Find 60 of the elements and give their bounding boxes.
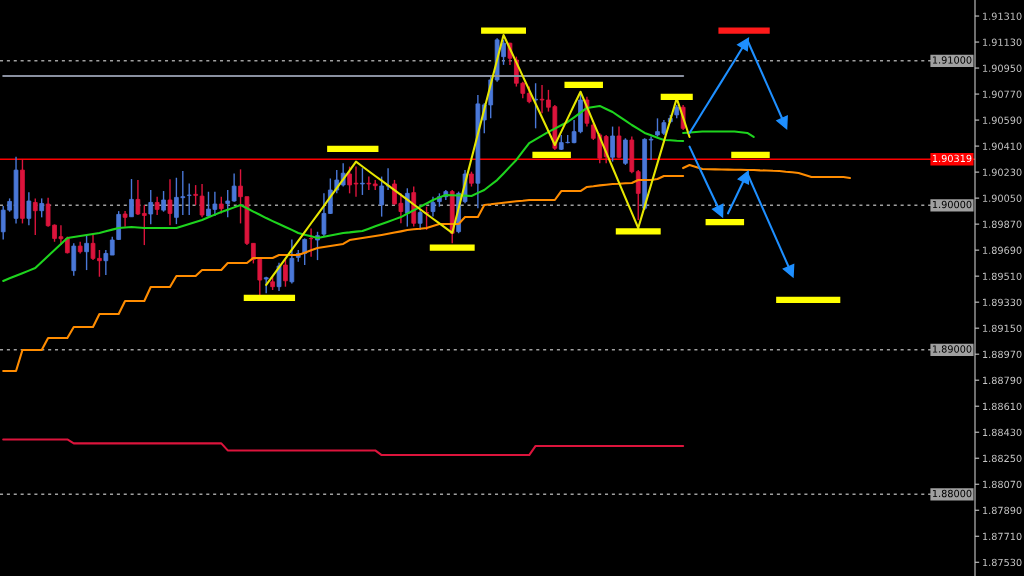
ref-line-label: 1.89000 (932, 345, 972, 353)
y-tick-label: 1.90590 (983, 116, 1022, 124)
line-series (2, 104, 685, 282)
candlestick (276, 262, 282, 292)
candlestick (26, 191, 32, 226)
candlestick (135, 179, 141, 216)
candlestick (122, 210, 128, 228)
candlestick (366, 175, 372, 191)
ref-line-label: 1.90319 (932, 154, 972, 163)
y-tick-label: 1.89510 (983, 272, 1022, 280)
candlestick (103, 249, 109, 276)
line-series (265, 33, 691, 287)
candlestick (161, 190, 166, 213)
ref-line-label: 1.91000 (932, 56, 972, 64)
y-tick-label: 1.88970 (983, 350, 1022, 359)
candlestick (32, 197, 38, 236)
y-tick-label: 1.87890 (983, 506, 1022, 515)
candlestick (231, 172, 237, 203)
y-tick-label: 1.90770 (983, 90, 1022, 98)
candlestick (430, 195, 436, 218)
y-tick-label: 1.89870 (983, 220, 1022, 228)
y-tick-label: 1.90050 (983, 194, 1022, 202)
y-tick-label: 1.89330 (983, 298, 1022, 306)
y-tick-label: 1.87710 (983, 532, 1022, 541)
candlestick (283, 257, 288, 288)
candlestick (616, 125, 622, 159)
candlestick (167, 178, 173, 226)
ref-line-label: 1.90000 (932, 200, 972, 209)
candlestick (84, 234, 89, 271)
ref-line-label: 1.88000 (932, 489, 972, 498)
candlestick (148, 189, 154, 225)
line-series (2, 438, 685, 457)
candlestick (635, 169, 641, 221)
candlestick (379, 175, 385, 218)
y-tick-label: 1.88430 (983, 428, 1022, 437)
candlestick (610, 125, 615, 163)
candlestick (129, 178, 134, 218)
y-tick-label: 1.91130 (983, 38, 1022, 46)
candlestick (225, 189, 231, 219)
y-tick-label: 1.91310 (983, 12, 1022, 20)
y-tick-label: 1.88790 (983, 376, 1022, 385)
candlestick (417, 209, 423, 231)
candlestick (39, 197, 45, 219)
y-tick-label: 1.89690 (983, 246, 1022, 254)
candlestick (308, 227, 314, 258)
y-tick-label: 1.90230 (983, 168, 1022, 176)
y-tick-label: 1.88070 (983, 480, 1022, 489)
y-tick-label: 1.89150 (983, 324, 1022, 332)
candlestick (623, 137, 628, 166)
candlestick (186, 182, 192, 216)
candlestick (154, 195, 160, 216)
y-tick-label: 1.90410 (983, 142, 1022, 150)
y-tick-label: 1.88610 (983, 402, 1022, 411)
y-tick-label: 1.90950 (983, 64, 1022, 72)
y-tick-label: 1.88250 (983, 454, 1022, 463)
candlestick (289, 238, 295, 285)
candlestick (141, 204, 147, 246)
y-tick-label: 1.87530 (983, 558, 1022, 567)
candlestick (360, 167, 365, 196)
candlestick (302, 237, 308, 266)
